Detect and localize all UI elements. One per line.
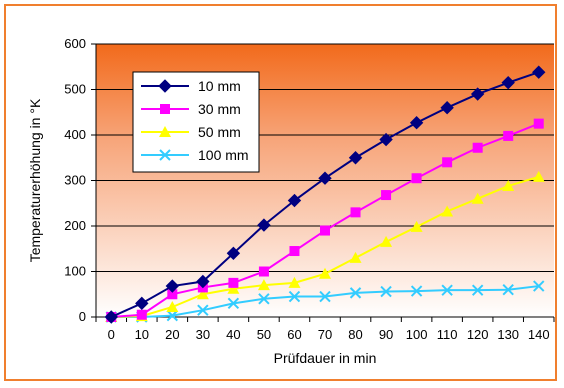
data-point [532, 170, 545, 182]
legend-label: 50 mm [198, 124, 241, 140]
series-layer [104, 65, 546, 324]
legend-item: 100 mm [141, 147, 249, 163]
data-point [349, 287, 362, 299]
data-point [104, 310, 118, 324]
y-tick-label: 500 [64, 82, 86, 97]
data-point [533, 280, 545, 292]
legend-item: 10 mm [141, 78, 241, 94]
legend-label: 30 mm [198, 101, 241, 117]
data-point [136, 309, 147, 320]
data-point [441, 284, 453, 296]
x-tick-label: 30 [196, 327, 210, 342]
x-tick-label: 140 [528, 327, 550, 342]
data-point [379, 132, 393, 147]
data-point [166, 300, 179, 312]
legend-label: 10 mm [198, 78, 241, 94]
data-point [411, 173, 422, 184]
legend-marker [160, 104, 170, 114]
data-point [410, 220, 423, 232]
y-axis-title: Temperaturerhöhung in °K [27, 98, 43, 262]
line-chart: 0 10 20 30 40 50 60 70 80 90 100 110 120 130 140 0 100 2… [27, 36, 555, 366]
data-point [227, 282, 240, 294]
x-tick-label: 90 [379, 327, 393, 342]
data-point [227, 297, 240, 310]
data-point [441, 205, 454, 217]
legend-item: 50 mm [141, 124, 241, 140]
x-tick-label: 70 [318, 327, 332, 342]
data-point [470, 87, 485, 101]
data-point [287, 193, 302, 208]
series-10-mm [104, 65, 546, 324]
data-point [471, 192, 484, 204]
data-point [288, 276, 301, 288]
data-point [502, 179, 515, 191]
data-point [442, 157, 453, 168]
x-tick-labels: 0 10 20 30 40 50 60 70 80 90 100 110 120 130 140 [108, 327, 550, 342]
data-point [196, 288, 209, 300]
data-point [503, 130, 514, 141]
data-point [320, 225, 330, 236]
x-axis-title: Prüfdauer in min [274, 350, 377, 366]
data-point [472, 142, 483, 153]
x-tick-label: 60 [287, 327, 301, 342]
x-tick-label: 10 [135, 327, 149, 342]
data-point [166, 309, 179, 322]
y-tick-label: 200 [64, 218, 86, 233]
legend-marker [159, 126, 171, 137]
data-point [381, 190, 392, 201]
data-point [167, 289, 178, 300]
data-point [257, 218, 271, 232]
data-point [532, 65, 546, 79]
data-point [501, 75, 515, 90]
x-tick-label: 100 [406, 327, 428, 342]
y-tick-label: 100 [64, 264, 86, 279]
y-tick-label: 400 [64, 127, 86, 142]
y-tick-label: 0 [79, 309, 86, 324]
data-point [228, 277, 239, 288]
data-point [348, 151, 363, 165]
legend-marker [158, 79, 172, 93]
x-tick-label: 20 [165, 327, 179, 342]
data-point [409, 116, 424, 130]
legend-box [132, 71, 260, 173]
x-tick-label: 110 [437, 327, 458, 342]
data-point [471, 284, 484, 296]
legend-label: 100 mm [198, 147, 249, 163]
data-point [288, 290, 301, 303]
data-point [135, 296, 149, 311]
chart-frame: 0 10 20 30 40 50 60 70 80 90 100 110 120 130 140 0 100 2… [4, 4, 557, 381]
data-point [349, 251, 362, 263]
data-point [440, 100, 454, 115]
x-tick-label: 130 [497, 327, 519, 342]
data-point [319, 267, 331, 279]
data-point [380, 285, 392, 298]
data-point [502, 283, 514, 296]
data-point [350, 207, 361, 218]
y-tick-label: 600 [64, 36, 86, 51]
x-tick-label: 120 [467, 327, 489, 342]
x-tick-label: 80 [348, 327, 362, 342]
data-point [319, 290, 331, 303]
data-point [380, 235, 393, 247]
data-point [410, 285, 423, 297]
x-tick-label: 40 [226, 327, 240, 342]
y-tick-labels: 0 100 200 300 400 500 600 [64, 36, 86, 324]
legend: 10 mm 30 mm 50 mm 100 mm [132, 71, 260, 173]
data-point [196, 274, 210, 289]
data-point [258, 266, 269, 277]
data-point [197, 304, 209, 316]
legend-marker [159, 149, 171, 161]
legend-item: 30 mm [141, 101, 241, 117]
series-50-mm [105, 170, 545, 322]
data-point [226, 246, 241, 261]
data-point [533, 118, 544, 129]
data-point [165, 279, 180, 293]
data-point [258, 293, 270, 305]
x-tick-label: 50 [257, 327, 271, 342]
data-point [257, 279, 270, 291]
x-tick-label: 0 [108, 327, 115, 342]
data-point [289, 246, 300, 257]
data-point [318, 171, 332, 185]
y-tick-label: 300 [64, 173, 86, 188]
